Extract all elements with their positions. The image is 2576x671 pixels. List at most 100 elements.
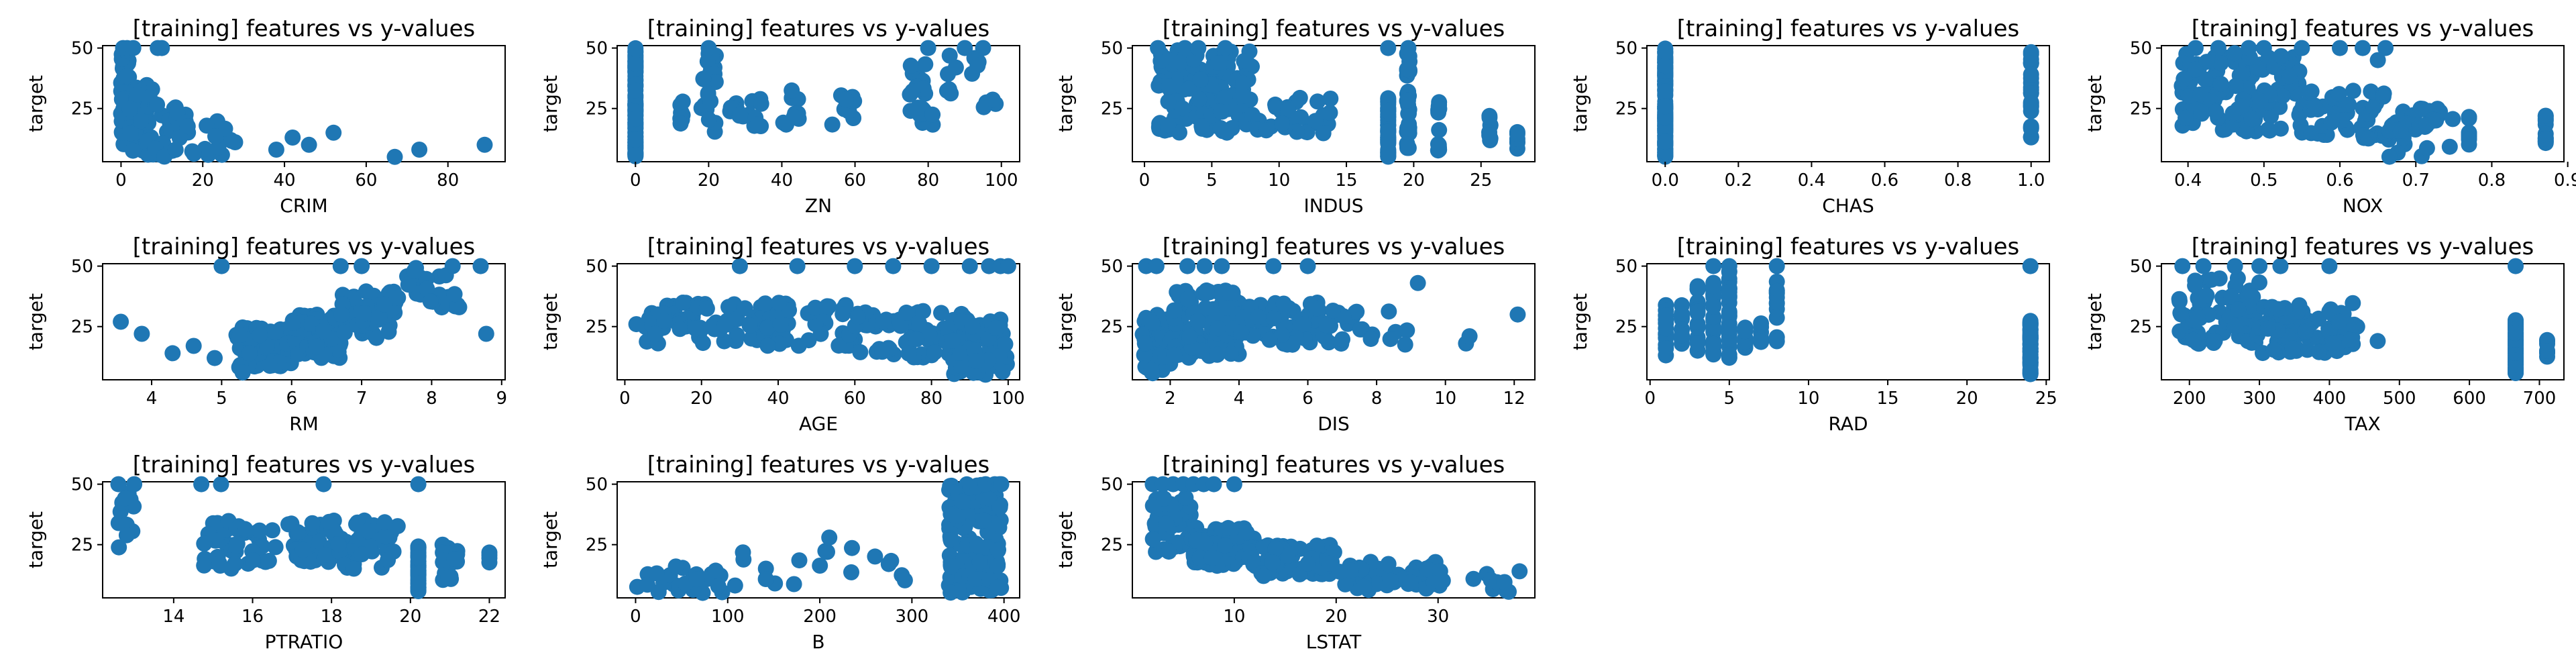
data-point xyxy=(410,575,427,592)
data-point xyxy=(308,338,325,355)
data-point xyxy=(639,576,655,593)
y-tick-label: 50 xyxy=(1101,475,1123,495)
data-point xyxy=(1768,295,1785,311)
data-point xyxy=(2332,40,2348,56)
data-point xyxy=(2325,335,2342,352)
data-point xyxy=(1705,258,1722,274)
data-point xyxy=(345,560,362,577)
data-point xyxy=(1380,146,1397,163)
data-point xyxy=(2412,101,2429,118)
data-point xyxy=(2441,138,2458,155)
data-point xyxy=(1233,324,1250,341)
data-point xyxy=(910,99,926,116)
x-tick-label: 60 xyxy=(355,170,377,191)
x-tick-label: 0 xyxy=(1644,389,1656,409)
y-axis-label: target xyxy=(25,511,47,568)
x-tick-label: 0.8 xyxy=(2478,170,2506,191)
data-point xyxy=(984,91,1001,108)
data-point xyxy=(285,314,301,331)
data-point xyxy=(229,535,246,552)
data-point xyxy=(2023,66,2039,83)
data-point xyxy=(1325,303,1341,319)
data-point xyxy=(687,320,704,337)
data-point xyxy=(294,541,311,558)
data-point xyxy=(1166,346,1183,363)
data-point xyxy=(193,476,210,493)
data-point xyxy=(844,539,860,556)
data-point xyxy=(111,539,127,556)
data-point xyxy=(1721,303,1737,320)
data-point xyxy=(1674,327,1690,344)
data-point xyxy=(2345,83,2361,99)
data-point xyxy=(2269,301,2286,317)
data-point xyxy=(981,258,998,274)
data-point xyxy=(883,552,900,569)
x-tick-label: 80 xyxy=(920,389,943,409)
data-point xyxy=(1382,572,1399,589)
data-point xyxy=(1205,476,1222,493)
data-point xyxy=(1705,336,1722,352)
y-axis-label: target xyxy=(1055,293,1077,350)
x-tick-label: 2 xyxy=(1165,389,1176,409)
data-point xyxy=(900,345,917,362)
data-point xyxy=(920,40,936,56)
data-point xyxy=(2023,55,2039,72)
data-point xyxy=(2265,342,2282,358)
y-axis-label: target xyxy=(25,75,47,132)
data-point xyxy=(821,529,838,546)
data-point xyxy=(945,332,961,349)
data-point xyxy=(371,309,388,325)
data-point xyxy=(2381,122,2398,139)
subplot-title: [training] features vs y-values xyxy=(1677,15,2019,42)
x-axis-label: INDUS xyxy=(1303,195,1363,217)
data-point xyxy=(129,87,146,103)
y-axis-label: target xyxy=(25,293,47,350)
data-point xyxy=(786,576,802,592)
data-point xyxy=(1380,136,1397,152)
data-point xyxy=(904,83,921,100)
data-point xyxy=(2187,40,2204,56)
data-point xyxy=(2363,83,2379,100)
data-point xyxy=(1496,574,1513,590)
data-point xyxy=(741,317,758,333)
y-tick-label: 25 xyxy=(1615,99,1638,119)
x-tick-label: 0 xyxy=(1139,170,1150,191)
data-point xyxy=(1195,342,1212,359)
data-point xyxy=(117,490,133,507)
data-point xyxy=(1320,334,1337,351)
data-point xyxy=(2022,365,2039,382)
x-tick-label: 60 xyxy=(844,170,866,191)
data-point xyxy=(1193,118,1210,134)
y-tick-label: 25 xyxy=(586,317,608,338)
y-tick-label: 25 xyxy=(2130,99,2152,119)
x-tick-label: 8 xyxy=(1371,389,1383,409)
data-point xyxy=(917,56,934,72)
data-point xyxy=(757,295,773,312)
data-point xyxy=(1261,331,1278,348)
subplot-title: [training] features vs y-values xyxy=(647,452,989,478)
x-axis-label: CHAS xyxy=(1822,195,1874,217)
x-tick-label: 500 xyxy=(2383,389,2416,409)
data-point xyxy=(476,136,493,153)
data-point xyxy=(1432,574,1448,590)
x-tick-label: 200 xyxy=(803,607,837,627)
data-point xyxy=(1657,98,1674,115)
data-point xyxy=(1400,40,1417,56)
data-point xyxy=(1768,333,1785,350)
y-axis-label: target xyxy=(2084,293,2106,350)
data-point xyxy=(975,40,991,56)
data-point xyxy=(2418,117,2434,134)
data-point xyxy=(981,490,998,507)
x-tick-label: 10 xyxy=(1268,170,1290,191)
data-point xyxy=(2234,66,2251,83)
data-point xyxy=(1399,92,1416,109)
data-point xyxy=(1657,109,1674,126)
data-point xyxy=(1721,346,1737,363)
x-tick-label: 1.0 xyxy=(2017,170,2045,191)
data-point xyxy=(1158,515,1175,532)
data-point xyxy=(2323,114,2340,131)
x-tick-label: 20 xyxy=(399,607,421,627)
y-tick-label: 50 xyxy=(1615,39,1638,59)
data-point xyxy=(406,263,423,279)
data-point xyxy=(1753,315,1770,331)
